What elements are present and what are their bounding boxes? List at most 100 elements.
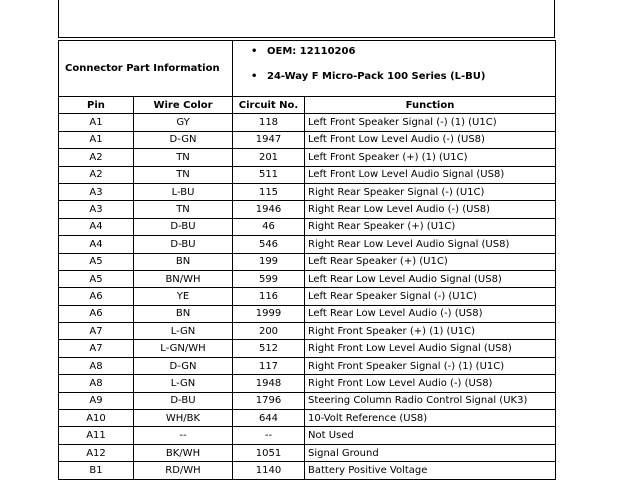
- table-cell: 200: [232, 322, 305, 341]
- table-cell: D-BU: [133, 391, 233, 411]
- table-row: A12 BK/WH 1051 Signal Ground: [58, 443, 556, 463]
- table-cell: TN: [133, 148, 233, 167]
- table-cell: 644: [232, 409, 305, 428]
- table-cell: 512: [232, 339, 305, 358]
- table-cell: A3: [58, 200, 134, 219]
- table-cell: Right Rear Low Level Audio (-) (US8): [304, 200, 556, 219]
- table-row: A6 BN 1999 Left Rear Low Level Audio (-) (U…: [58, 304, 556, 324]
- table-cell: Left Rear Speaker (+) (U1C): [304, 252, 556, 271]
- table-row: A1 GY 118 Left Front Speaker Signal (-) (1)…: [58, 113, 556, 132]
- table-cell: Left Rear Low Level Audio (-) (US8): [304, 304, 556, 324]
- table-cell: D-BU: [133, 235, 233, 254]
- table-cell: A9: [58, 391, 134, 411]
- bullet-item: • 24-Way F Micro-Pack 100 Series (L-BU): [251, 70, 555, 95]
- table-cell: Right Rear Low Level Audio Signal (US8): [304, 235, 556, 254]
- table-cell: L-GN/WH: [133, 339, 233, 358]
- column-header: Function: [304, 95, 556, 115]
- table-cell: L-GN: [133, 374, 233, 393]
- table-cell: 1947: [232, 130, 305, 150]
- empty-box: [58, 0, 555, 38]
- table-cell: Signal Ground: [304, 443, 556, 463]
- table-cell: Right Front Speaker Signal (-) (1) (U1C): [304, 356, 556, 376]
- table-cell: 1051: [232, 443, 305, 463]
- table-cell: L-GN: [133, 322, 233, 341]
- table-cell: A12: [58, 443, 134, 463]
- table-cell: WH/BK: [133, 409, 233, 428]
- bullet-text: 24-Way F Micro-Pack 100 Series (L-BU): [267, 71, 486, 82]
- table-cell: 46: [232, 217, 305, 237]
- table-cell: A5: [58, 269, 134, 289]
- table-cell: Right Rear Speaker Signal (-) (U1C): [304, 182, 556, 202]
- column-header: Pin: [58, 95, 134, 115]
- table-cell: 201: [232, 148, 305, 167]
- table-cell: A5: [58, 252, 134, 271]
- table-cell: B1: [58, 461, 134, 480]
- bullet-dot: •: [251, 46, 258, 57]
- table-cell: D-GN: [133, 356, 233, 376]
- table-cell: Right Front Low Level Audio Signal (US8): [304, 339, 556, 358]
- table-row: B1 RD/WH 1140 Battery Positive Voltage: [58, 461, 556, 480]
- table-row: A5 BN/WH 599 Left Rear Low Level Audio Sign…: [58, 269, 556, 289]
- table-cell: 199: [232, 252, 305, 271]
- bullet-dot: •: [251, 71, 258, 82]
- info-label: Connector Part Information: [58, 40, 233, 97]
- table-cell: RD/WH: [133, 461, 233, 480]
- table-row: A9 D-BU 1796 Steering Column Radio Control …: [58, 391, 556, 411]
- table-cell: Left Front Low Level Audio (-) (US8): [304, 130, 556, 150]
- table-row: A2 TN 201 Left Front Speaker (+) (1) (U1C): [58, 148, 556, 167]
- table-cell: A1: [58, 113, 134, 132]
- table-cell: D-GN: [133, 130, 233, 150]
- table-row: A3 TN 1946 Right Rear Low Level Audio (-) (…: [58, 200, 556, 219]
- table-cell: A2: [58, 148, 134, 167]
- table-cell: 115: [232, 182, 305, 202]
- table-cell: Steering Column Radio Control Signal (UK…: [304, 391, 556, 411]
- table-cell: 1948: [232, 374, 305, 393]
- table-cell: 1999: [232, 304, 305, 324]
- table-row: A8 L-GN 1948 Right Front Low Level Audio (-…: [58, 374, 556, 393]
- table-cell: Right Rear Speaker (+) (U1C): [304, 217, 556, 237]
- table-row: A7 L-GN 200 Right Front Speaker (+) (1) (U1…: [58, 322, 556, 341]
- table-row: A6 YE 116 Left Rear Speaker Signal (-) (U1C…: [58, 287, 556, 306]
- table-cell: --: [232, 426, 305, 445]
- table-cell: BK/WH: [133, 443, 233, 463]
- table-cell: 118: [232, 113, 305, 132]
- table-cell: D-BU: [133, 217, 233, 237]
- table-cell: TN: [133, 200, 233, 219]
- table-row: A11 -- -- Not Used: [58, 426, 556, 445]
- table-cell: GY: [133, 113, 233, 132]
- table-cell: A7: [58, 339, 134, 358]
- table-cell: A10: [58, 409, 134, 428]
- table-row: A8 D-GN 117 Right Front Speaker Signal (-) …: [58, 356, 556, 376]
- table-cell: 116: [232, 287, 305, 306]
- table-cell: --: [133, 426, 233, 445]
- table-cell: A2: [58, 165, 134, 184]
- table-row: A10 WH/BK 644 10-Volt Reference (US8): [58, 409, 556, 428]
- table-cell: 1946: [232, 200, 305, 219]
- table-cell: Right Front Speaker (+) (1) (U1C): [304, 322, 556, 341]
- table-cell: Left Front Speaker Signal (-) (1) (U1C): [304, 113, 556, 132]
- table-cell: 1796: [232, 391, 305, 411]
- table-cell: 546: [232, 235, 305, 254]
- table-cell: A4: [58, 217, 134, 237]
- table-cell: TN: [133, 165, 233, 184]
- table-cell: A1: [58, 130, 134, 150]
- table-cell: Left Rear Speaker Signal (-) (U1C): [304, 287, 556, 306]
- table-body: Connector Part Information • OEM: 1211020…: [58, 40, 556, 480]
- table-cell: YE: [133, 287, 233, 306]
- bullet-text: OEM: 12110206: [267, 46, 356, 57]
- info-bullets: • OEM: 12110206 • 24-Way F Micro-Pack 100 …: [232, 40, 556, 97]
- table-cell: A8: [58, 356, 134, 376]
- table-row: A4 D-BU 546 Right Rear Low Level Audio Sign…: [58, 235, 556, 254]
- table-cell: 599: [232, 269, 305, 289]
- table-cell: Left Front Low Level Audio Signal (US8): [304, 165, 556, 184]
- column-header: Wire Color: [133, 95, 233, 115]
- table-cell: 117: [232, 356, 305, 376]
- connector-table: Connector Part Information • OEM: 1211020…: [58, 40, 556, 480]
- table-row: A3 L-BU 115 Right Rear Speaker Signal (-) (…: [58, 182, 556, 202]
- table-cell: Not Used: [304, 426, 556, 445]
- table-row: A7 L-GN/WH 512 Right Front Low Level Audio …: [58, 339, 556, 358]
- table-cell: 10-Volt Reference (US8): [304, 409, 556, 428]
- table-cell: A4: [58, 235, 134, 254]
- table-row: A4 D-BU 46 Right Rear Speaker (+) (U1C): [58, 217, 556, 237]
